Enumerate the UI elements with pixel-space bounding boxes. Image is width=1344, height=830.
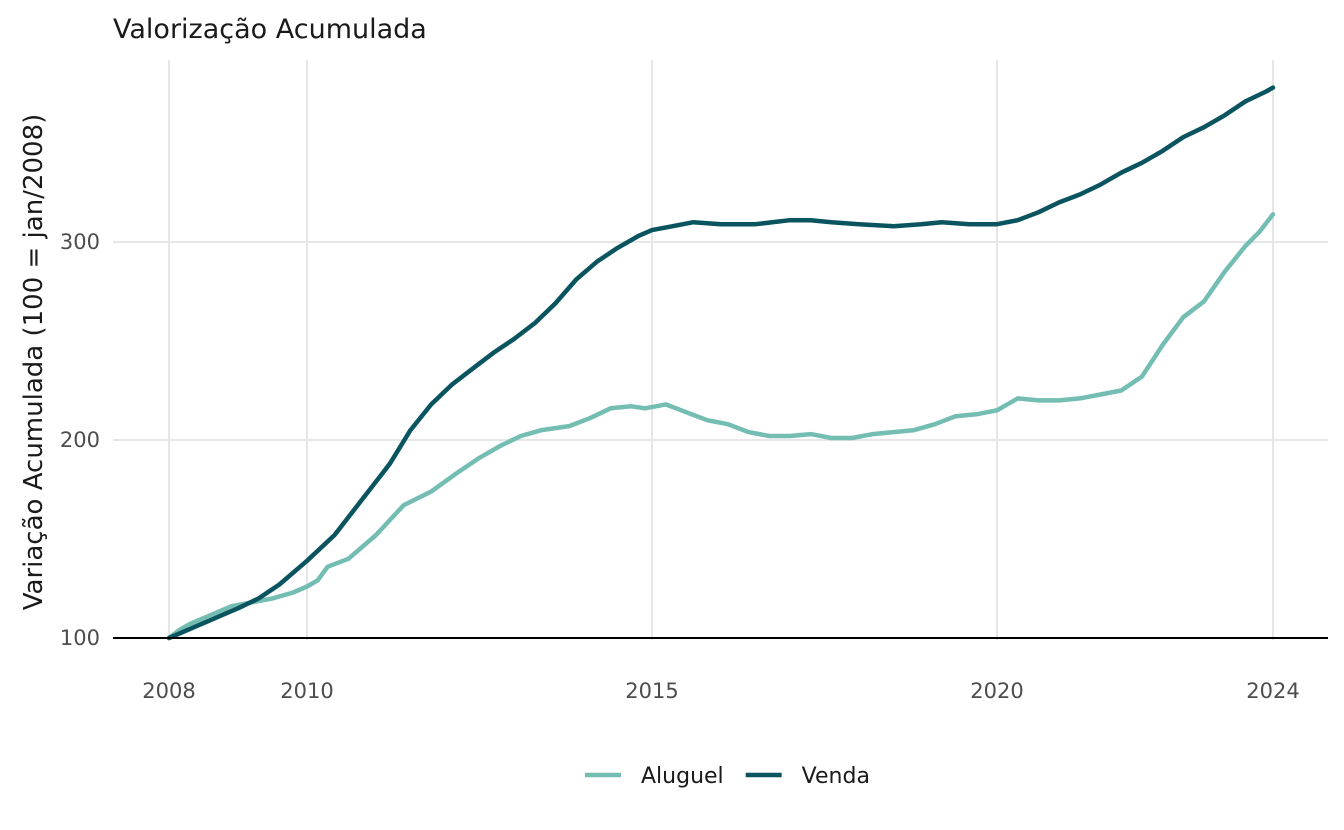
y-tick-label: 200 (60, 428, 100, 452)
axis-ticks: 2008 2010 2015 2020 2024 100 200 300 (60, 230, 1300, 703)
series-line-venda (166, 85, 1276, 641)
x-tick-label: 2024 (1246, 679, 1299, 703)
x-tick-label: 2020 (970, 679, 1023, 703)
series-line-aluguel (166, 212, 1276, 641)
legend-label-venda: Venda (802, 764, 870, 789)
x-tick-label: 2008 (142, 679, 195, 703)
y-axis-label: Variação Acumulada (100 = jan/2008) (19, 114, 49, 611)
legend: Aluguel Venda (585, 764, 870, 789)
chart-title: Valorização Acumulada (113, 14, 427, 45)
x-tick-label: 2010 (280, 679, 333, 703)
legend-label-aluguel: Aluguel (641, 764, 724, 789)
gridlines (113, 60, 1328, 640)
y-tick-label: 100 (60, 626, 100, 650)
series-lines (113, 85, 1328, 641)
x-tick-label: 2015 (625, 679, 678, 703)
y-tick-label: 300 (60, 230, 100, 254)
